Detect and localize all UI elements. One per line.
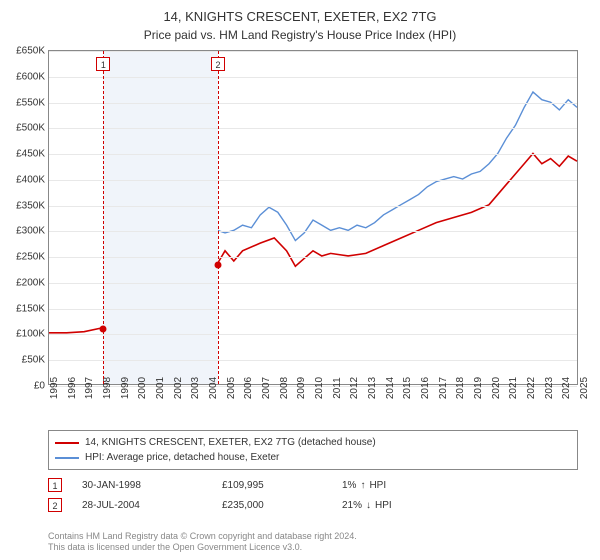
transaction-row: 1 30-JAN-1998 £109,995 1% ↑ HPI [48, 475, 578, 495]
transaction-diff: 1% ↑ HPI [342, 480, 462, 491]
gridline [49, 334, 577, 335]
x-axis-label: 2008 [279, 377, 290, 399]
legend-row: HPI: Average price, detached house, Exet… [55, 450, 571, 465]
x-axis-label: 2020 [491, 377, 502, 399]
transaction-marker: 2 [48, 498, 62, 512]
transaction-point [215, 261, 222, 268]
x-axis-label: 2005 [226, 377, 237, 399]
x-axis-label: 2016 [420, 377, 431, 399]
x-axis-label: 2002 [173, 377, 184, 399]
x-axis-label: 2006 [243, 377, 254, 399]
x-axis-label: 2001 [155, 377, 166, 399]
transaction-point [100, 326, 107, 333]
transaction-marker: 1 [48, 478, 62, 492]
gridline [49, 257, 577, 258]
gridline [49, 283, 577, 284]
y-axis-label: £400K [16, 174, 49, 185]
x-axis-label: 1995 [49, 377, 60, 399]
x-axis-label: 2022 [526, 377, 537, 399]
y-axis-label: £150K [16, 303, 49, 314]
event-vline [218, 51, 219, 384]
footer-line2: This data is licensed under the Open Gov… [48, 542, 357, 554]
y-axis-label: £500K [16, 123, 49, 134]
x-axis-label: 1997 [84, 377, 95, 399]
x-axis-label: 2007 [261, 377, 272, 399]
x-axis-label: 1999 [120, 377, 131, 399]
y-axis-label: £600K [16, 71, 49, 82]
diff-pct: 1% [342, 480, 356, 491]
legend-label: 14, KNIGHTS CRESCENT, EXETER, EX2 7TG (d… [85, 435, 376, 450]
y-axis-label: £50K [22, 355, 49, 366]
gridline [49, 51, 577, 52]
x-axis-label: 2024 [561, 377, 572, 399]
y-axis-label: £0 [34, 381, 49, 392]
event-vline [103, 51, 104, 384]
legend-swatch [55, 442, 79, 444]
diff-label: HPI [375, 500, 392, 511]
y-axis-label: £250K [16, 252, 49, 263]
transaction-row: 2 28-JUL-2004 £235,000 21% ↓ HPI [48, 495, 578, 515]
chart-container: 14, KNIGHTS CRESCENT, EXETER, EX2 7TG Pr… [0, 0, 600, 560]
chart-area: £0£50K£100K£150K£200K£250K£300K£350K£400… [48, 50, 578, 385]
diff-arrow-icon: ↓ [366, 500, 371, 511]
gridline [49, 103, 577, 104]
y-axis-label: £200K [16, 277, 49, 288]
legend-row: 14, KNIGHTS CRESCENT, EXETER, EX2 7TG (d… [55, 435, 571, 450]
chart-subtitle: Price paid vs. HM Land Registry's House … [0, 26, 600, 48]
gridline [49, 180, 577, 181]
x-axis-label: 2000 [137, 377, 148, 399]
diff-label: HPI [369, 480, 386, 491]
y-axis-label: £550K [16, 97, 49, 108]
legend-swatch [55, 457, 79, 459]
transaction-date: 30-JAN-1998 [82, 480, 202, 491]
footer-line1: Contains HM Land Registry data © Crown c… [48, 531, 357, 543]
diff-arrow-icon: ↑ [360, 480, 365, 491]
x-axis-label: 2025 [579, 377, 590, 399]
gridline [49, 231, 577, 232]
event-marker: 1 [96, 57, 110, 71]
x-axis-label: 2021 [508, 377, 519, 399]
x-axis-label: 2003 [190, 377, 201, 399]
transaction-diff: 21% ↓ HPI [342, 500, 462, 511]
transaction-price: £109,995 [222, 480, 322, 491]
gridline [49, 154, 577, 155]
y-axis-label: £100K [16, 329, 49, 340]
event-marker: 2 [211, 57, 225, 71]
legend-label: HPI: Average price, detached house, Exet… [85, 450, 279, 465]
x-axis-label: 2013 [367, 377, 378, 399]
x-axis-label: 2023 [544, 377, 555, 399]
x-axis-label: 2011 [332, 377, 343, 399]
gridline [49, 309, 577, 310]
chart-title: 14, KNIGHTS CRESCENT, EXETER, EX2 7TG [0, 0, 600, 26]
footer-attribution: Contains HM Land Registry data © Crown c… [48, 531, 357, 554]
plot-region: £0£50K£100K£150K£200K£250K£300K£350K£400… [48, 50, 578, 385]
y-axis-label: £650K [16, 46, 49, 57]
series-hpi [217, 92, 577, 241]
legend: 14, KNIGHTS CRESCENT, EXETER, EX2 7TG (d… [48, 430, 578, 470]
x-axis-label: 2012 [349, 377, 360, 399]
transaction-date: 28-JUL-2004 [82, 500, 202, 511]
x-axis-label: 2019 [473, 377, 484, 399]
x-axis-label: 2014 [385, 377, 396, 399]
x-axis-label: 2018 [455, 377, 466, 399]
x-axis-label: 1996 [67, 377, 78, 399]
x-axis-label: 2010 [314, 377, 325, 399]
gridline [49, 360, 577, 361]
y-axis-label: £350K [16, 200, 49, 211]
gridline [49, 128, 577, 129]
gridline [49, 206, 577, 207]
transactions-table: 1 30-JAN-1998 £109,995 1% ↑ HPI 2 28-JUL-2004 £2… [48, 475, 578, 515]
gridline [49, 77, 577, 78]
diff-pct: 21% [342, 500, 362, 511]
x-axis-label: 2015 [402, 377, 413, 399]
y-axis-label: £450K [16, 149, 49, 160]
transaction-price: £235,000 [222, 500, 322, 511]
x-axis-label: 2009 [296, 377, 307, 399]
y-axis-label: £300K [16, 226, 49, 237]
x-axis-label: 2017 [438, 377, 449, 399]
